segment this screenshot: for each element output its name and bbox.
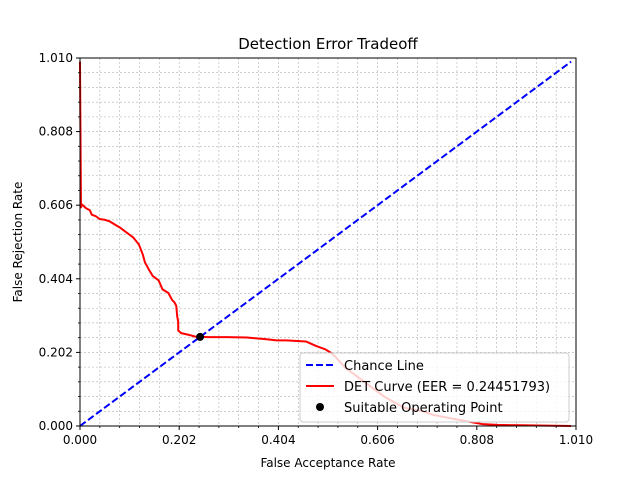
x-tick-label: 0.404 bbox=[261, 433, 295, 447]
y-tick-label: 0.606 bbox=[39, 198, 73, 212]
chance-line bbox=[79, 60, 572, 427]
legend-box bbox=[299, 352, 570, 423]
x-tick-label: 1.010 bbox=[559, 433, 593, 447]
y-tick-label: 0.808 bbox=[39, 125, 73, 139]
x-tick-label: 0.808 bbox=[460, 433, 494, 447]
chart-title: Detection Error Tradeoff bbox=[238, 35, 418, 53]
x-tick-label: 0.202 bbox=[162, 433, 196, 447]
legend-det-curve-label: DET Curve (EER = 0.24451793) bbox=[344, 380, 550, 395]
plot-frame bbox=[79, 57, 577, 427]
y-tick-label: 1.010 bbox=[39, 51, 73, 65]
legend-operating-point-swatch bbox=[316, 403, 324, 411]
axis-ticks: 0.000 0.202 0.404 0.606 0.808 1.010 0.000 0.202… bbox=[39, 51, 594, 447]
operating-point-marker bbox=[196, 332, 205, 341]
legend: Chance Line DET Curve (EER = 0.24451793)… bbox=[299, 352, 570, 423]
legend-operating-point-label: Suitable Operating Point bbox=[344, 401, 503, 416]
y-tick-label: 0.000 bbox=[39, 419, 73, 433]
x-tick-label: 0.000 bbox=[63, 433, 97, 447]
x-tick-label: 0.606 bbox=[360, 433, 394, 447]
y-axis-label: False Rejection Rate bbox=[11, 182, 25, 303]
y-tick-label: 0.202 bbox=[39, 345, 73, 359]
legend-chance-line-label: Chance Line bbox=[344, 359, 424, 374]
x-axis-label: False Acceptance Rate bbox=[260, 456, 395, 470]
y-tick-label: 0.404 bbox=[39, 272, 73, 286]
